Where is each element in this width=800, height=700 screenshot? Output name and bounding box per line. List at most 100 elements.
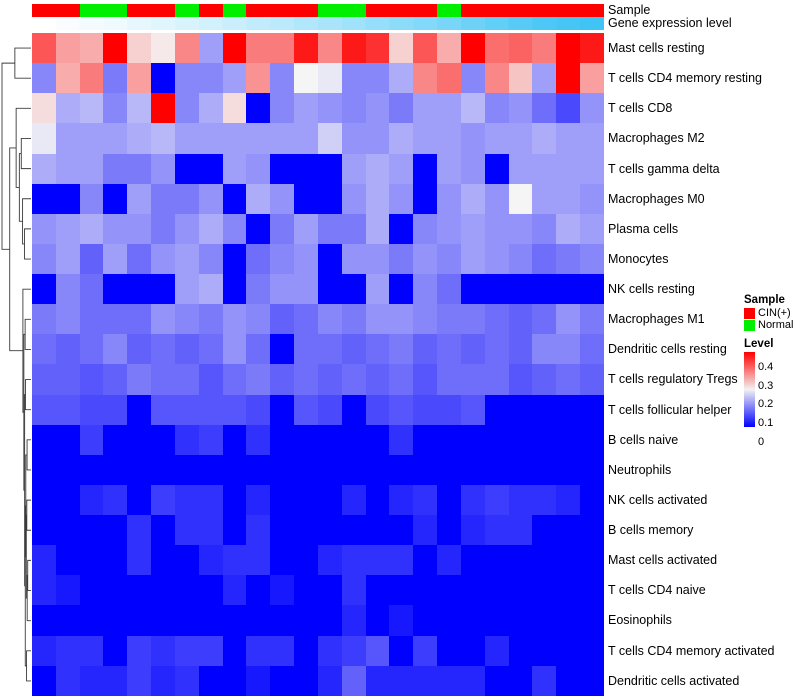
heatmap-cell (532, 635, 557, 666)
heatmap-cell (127, 33, 152, 64)
legend-level-tick: 0.3 (758, 379, 774, 392)
heatmap-cell (556, 243, 581, 274)
heatmap-cell (222, 575, 247, 606)
heatmap-cell (389, 274, 414, 305)
heatmap-cell (389, 515, 414, 546)
heatmap-cell (151, 665, 175, 696)
heatmap-cell (317, 93, 342, 124)
heatmap-cell (222, 515, 247, 546)
heatmap-cell (484, 545, 509, 576)
heatmap-cell (270, 394, 295, 425)
heatmap-cell (270, 334, 295, 365)
heatmap-cell (532, 515, 557, 546)
heatmap-cell (222, 605, 247, 636)
heatmap-cell (151, 63, 175, 94)
heatmap-cell (55, 93, 80, 124)
heatmap-cell (32, 394, 56, 425)
legend-sample-items: CIN(+) Normal (744, 308, 800, 331)
heatmap-cell (580, 424, 604, 455)
heatmap-cell (270, 454, 295, 485)
heatmap-cell (365, 33, 390, 64)
heatmap-cell (151, 424, 175, 455)
heatmap-cell (556, 183, 581, 214)
heatmap-cell (246, 605, 271, 636)
sample-annotation-cell (460, 4, 485, 17)
heatmap-cell (55, 243, 80, 274)
heatmap-cell (32, 243, 56, 274)
heatmap-cell (103, 63, 128, 94)
heatmap-cell (317, 545, 342, 576)
heatmap-cell (413, 243, 438, 274)
heatmap-cell (556, 364, 581, 395)
heatmap-cell (55, 515, 80, 546)
heatmap-cell (413, 454, 438, 485)
heatmap-cell (532, 424, 557, 455)
heatmap-cell (437, 575, 461, 606)
heatmap-cell (437, 243, 461, 274)
heatmap-cell (151, 364, 175, 395)
heatmap-cell (532, 243, 557, 274)
heatmap-cell (317, 33, 342, 64)
heatmap-cell (580, 605, 604, 636)
heatmap-cell (484, 424, 509, 455)
heatmap-row (32, 93, 604, 124)
heatmap-cell (341, 304, 366, 335)
heatmap-cell (580, 153, 604, 184)
heatmap-cell (55, 63, 80, 94)
heatmap-cell (55, 153, 80, 184)
heatmap-cell (532, 153, 557, 184)
heatmap-cell (580, 454, 604, 485)
heatmap-cell (508, 484, 533, 515)
heatmap-cell (294, 183, 318, 214)
heatmap-cell (270, 183, 295, 214)
heatmap-cell (222, 334, 247, 365)
heatmap-cell (32, 424, 56, 455)
heatmap-cell (460, 334, 485, 365)
heatmap-cell (127, 123, 152, 154)
heatmap-cell (460, 63, 485, 94)
sample-annotation-cell (580, 4, 604, 17)
heatmap-cell (103, 484, 128, 515)
heatmap-cell (484, 274, 509, 305)
heatmap-cell (508, 243, 533, 274)
heatmap-cell (389, 545, 414, 576)
heatmap-cell (55, 364, 80, 395)
heatmap-cell (270, 304, 295, 335)
heatmap-cell (32, 63, 56, 94)
heatmap-cell (294, 93, 318, 124)
heatmap-cell (55, 183, 80, 214)
heatmap-cell (580, 243, 604, 274)
heatmap-cell (484, 123, 509, 154)
heatmap-cell (413, 665, 438, 696)
sample-annotation-cell (508, 4, 533, 17)
heatmap-cell (365, 665, 390, 696)
heatmap-cell (365, 153, 390, 184)
heatmap-cell (389, 243, 414, 274)
heatmap-row (32, 153, 604, 184)
heatmap-cell (103, 635, 128, 666)
heatmap-cell (460, 665, 485, 696)
heatmap-cell (341, 183, 366, 214)
heatmap-cell (460, 213, 485, 244)
heatmap-cell (151, 123, 175, 154)
heatmap-cell (174, 454, 199, 485)
heatmap-cell (317, 304, 342, 335)
sample-annotation-cell (103, 4, 128, 17)
heatmap-cell (532, 304, 557, 335)
heatmap-cell (389, 364, 414, 395)
heatmap-cell (174, 213, 199, 244)
heatmap-cell (174, 153, 199, 184)
heatmap-cell (437, 454, 461, 485)
heatmap-cell (484, 334, 509, 365)
heatmap-cell (222, 364, 247, 395)
heatmap-cell (151, 334, 175, 365)
heatmap-cell (198, 364, 223, 395)
heatmap-cell (127, 93, 152, 124)
heatmap-cell (127, 274, 152, 305)
heatmap-row (32, 394, 604, 425)
heatmap-cell (270, 123, 295, 154)
heatmap-cell (389, 665, 414, 696)
heatmap-cell (79, 243, 104, 274)
heatmap-cell (103, 183, 128, 214)
heatmap-cell (341, 515, 366, 546)
